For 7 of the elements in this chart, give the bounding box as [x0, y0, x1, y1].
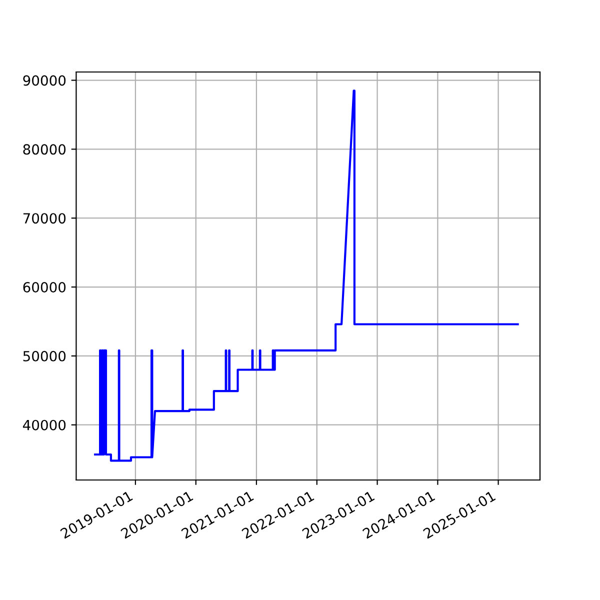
y-tick-label: 90000	[23, 75, 66, 86]
y-tick-label: 40000	[22, 420, 66, 430]
y-tick-label: 60000	[23, 282, 66, 292]
line-series	[94, 90, 519, 462]
y-tick-label: 70000	[23, 213, 66, 224]
y-tick-label: 50000	[23, 350, 66, 362]
y-tick-label: 80000	[23, 144, 66, 155]
